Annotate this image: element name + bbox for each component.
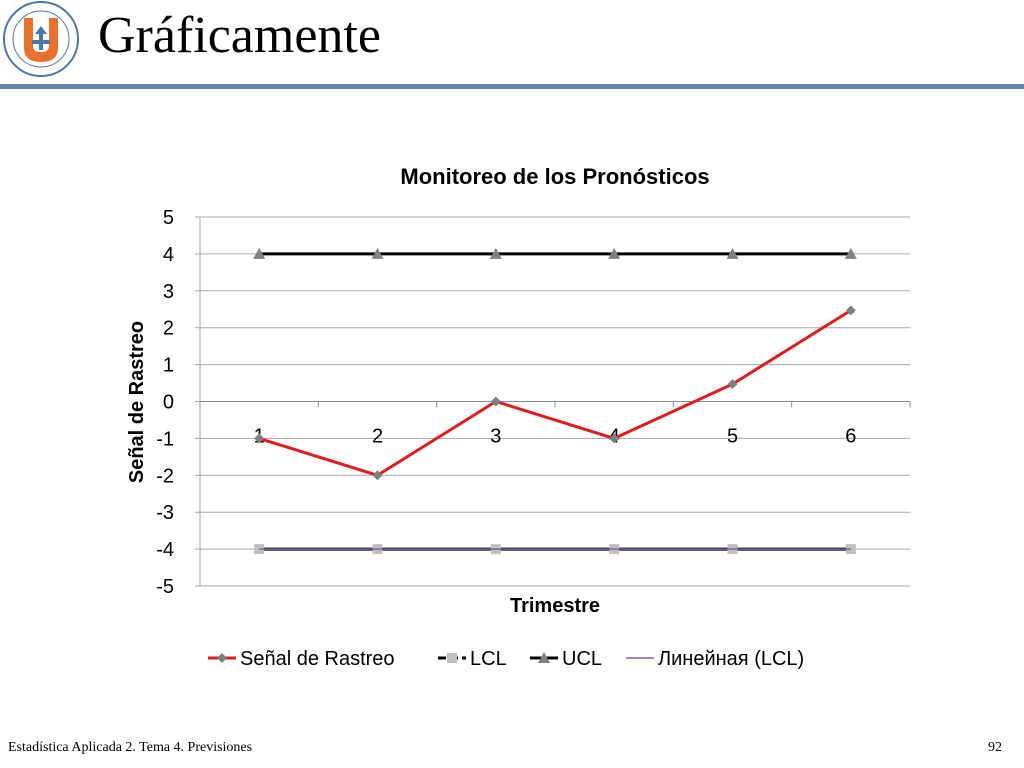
legend-marker [217,653,227,663]
y-tick-label: 0 [163,392,174,414]
x-tick-label: 2 [372,426,383,448]
data-point-se-al-de-rastreo [609,433,620,444]
legend-label: LCL [470,648,507,670]
y-tick-label: -2 [156,465,174,487]
y-tick-label: -5 [156,576,174,598]
x-axis-title: Trimestre [510,595,600,617]
title-rule [0,84,1024,89]
legend-label: Линейная (LCL) [658,648,804,670]
data-point-se-al-de-rastreo [254,433,265,444]
data-point-ucl [608,247,621,259]
slide-title: Gráficamente [98,7,381,64]
y-tick-label: 5 [163,207,174,229]
data-point-se-al-de-rastreo [490,396,501,407]
data-point-ucl [489,247,502,259]
y-axis-title: Señal de Rastreo [126,321,148,483]
data-point-se-al-de-rastreo [372,470,383,481]
chart-title: Monitoreo de los Pronósticos [400,164,709,189]
x-tick-label: 3 [490,426,501,448]
university-logo [3,1,79,77]
data-point-se-al-de-rastreo [845,305,856,316]
y-tick-label: -1 [156,428,174,450]
tracking-signal-chart: Monitoreo de los Pronósticos 5 4 3 2 1 0 -1 -2 -3… [126,164,911,670]
data-point-ucl [253,247,266,259]
y-tick-label: 4 [163,244,174,266]
y-tick-label: -4 [156,539,174,561]
legend-label: Señal de Rastreo [240,648,395,670]
y-tick-label: -3 [156,502,174,524]
series-line-se-al-de-rastreo [258,309,852,477]
y-tick-label: 1 [163,355,174,377]
legend-marker [447,653,457,663]
footer-text: Estadística Aplicada 2. Tema 4. Previsio… [8,740,253,755]
y-tick-label: 2 [163,318,174,340]
data-point-ucl [371,247,384,259]
y-tick-label: 3 [163,281,174,303]
x-tick-label: 5 [727,426,738,448]
data-point-se-al-de-rastreo [727,379,738,390]
page-number: 92 [988,740,1002,755]
data-point-ucl [726,247,739,259]
legend-marker [538,652,550,663]
x-tick-label: 6 [845,426,856,448]
data-point-ucl [844,247,857,259]
legend-label: UCL [562,648,602,670]
